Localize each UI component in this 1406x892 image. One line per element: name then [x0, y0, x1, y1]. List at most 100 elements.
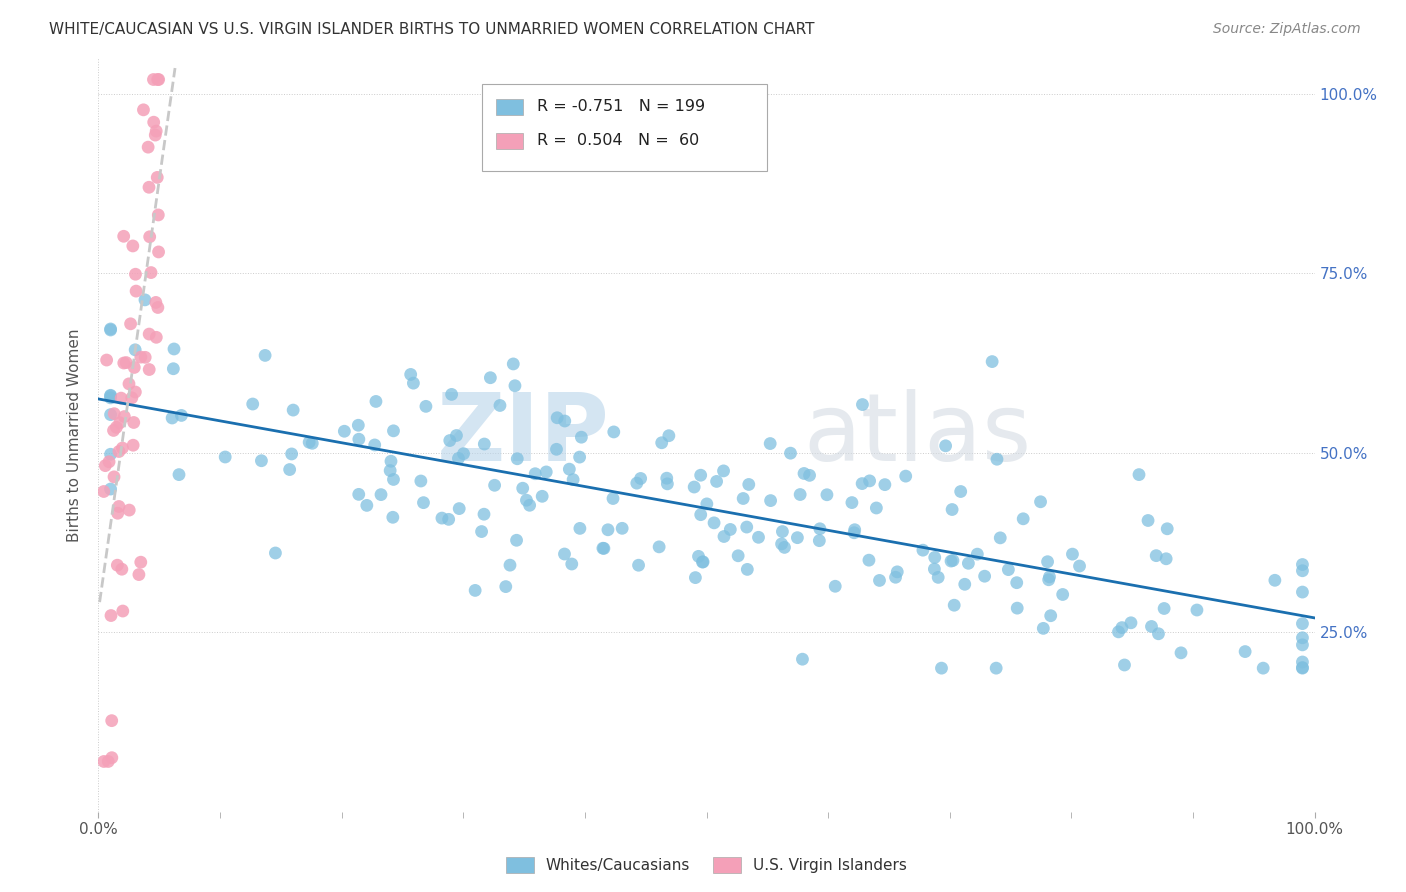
Point [111, 604, 134, 618]
Point [1036, 555, 1059, 569]
Point [997, 563, 1019, 577]
Point [506, 451, 529, 466]
Point [100, 608, 122, 623]
Point [981, 354, 1004, 368]
Point [250, 454, 273, 468]
Point [546, 410, 568, 425]
Point [278, 462, 301, 476]
Point [143, 128, 166, 142]
Point [280, 447, 302, 461]
Text: R =  0.504   N =  60: R = 0.504 N = 60 [537, 134, 700, 148]
Bar [496, 133, 523, 149]
Point [118, 503, 141, 517]
Point [356, 499, 378, 513]
Point [399, 368, 422, 382]
Point [770, 537, 793, 551]
Point [1234, 644, 1257, 658]
Point [894, 469, 917, 483]
Point [562, 473, 585, 487]
Point [242, 397, 264, 411]
Point [1153, 601, 1175, 615]
Point [100, 482, 122, 496]
Point [612, 521, 634, 535]
Point [1029, 495, 1052, 509]
Point [430, 511, 453, 525]
Point [759, 493, 782, 508]
Point [142, 72, 165, 87]
Point [100, 322, 122, 336]
Point [160, 411, 183, 425]
Point [120, 317, 142, 331]
Point [793, 467, 815, 481]
Point [380, 454, 402, 468]
Point [138, 180, 160, 194]
Point [957, 556, 980, 570]
Point [111, 562, 134, 576]
Point [489, 399, 512, 413]
Point [440, 387, 463, 401]
Point [603, 425, 626, 439]
Point [1291, 638, 1313, 652]
Point [602, 491, 624, 506]
Point [626, 476, 648, 491]
Point [692, 555, 714, 569]
Point [105, 558, 128, 573]
Point [347, 418, 370, 433]
Point [145, 124, 167, 138]
Point [799, 468, 821, 483]
Point [1291, 660, 1313, 674]
Point [1111, 621, 1133, 635]
Point [630, 471, 652, 485]
Point [439, 434, 461, 448]
Point [121, 391, 143, 405]
Point [858, 553, 880, 567]
Point [472, 437, 495, 451]
Legend: Whites/Caucasians, U.S. Virgin Islanders: Whites/Caucasians, U.S. Virgin Islanders [501, 851, 912, 880]
Point [727, 549, 749, 563]
Point [381, 510, 404, 524]
Point [283, 403, 305, 417]
Point [110, 391, 132, 405]
Point [657, 476, 679, 491]
Point [108, 416, 131, 430]
Point [554, 414, 576, 428]
Point [655, 471, 678, 485]
Point [298, 435, 321, 450]
Point [869, 574, 891, 588]
Point [949, 484, 972, 499]
Point [1156, 522, 1178, 536]
Point [1137, 514, 1160, 528]
Point [447, 451, 470, 466]
Point [553, 547, 575, 561]
Point [935, 439, 957, 453]
Point [446, 428, 468, 442]
Point [824, 579, 846, 593]
Point [738, 477, 761, 491]
Point [786, 531, 808, 545]
Point [370, 487, 392, 501]
Point [1291, 616, 1313, 631]
Point [1291, 655, 1313, 669]
Point [382, 424, 405, 438]
Point [561, 557, 583, 571]
Point [100, 408, 122, 422]
Point [145, 330, 167, 344]
Point [873, 477, 896, 491]
Point [103, 407, 125, 421]
Point [939, 554, 962, 568]
Point [1062, 547, 1084, 561]
Point [808, 533, 831, 548]
Point [986, 661, 1008, 675]
Point [97, 755, 120, 769]
Point [148, 72, 170, 87]
Point [129, 350, 152, 364]
Point [546, 442, 568, 457]
Point [103, 470, 125, 484]
Point [773, 541, 796, 555]
Point [737, 562, 759, 576]
Point [464, 583, 486, 598]
Point [1264, 574, 1286, 588]
Point [1114, 658, 1136, 673]
Point [103, 424, 125, 438]
Point [658, 428, 681, 442]
